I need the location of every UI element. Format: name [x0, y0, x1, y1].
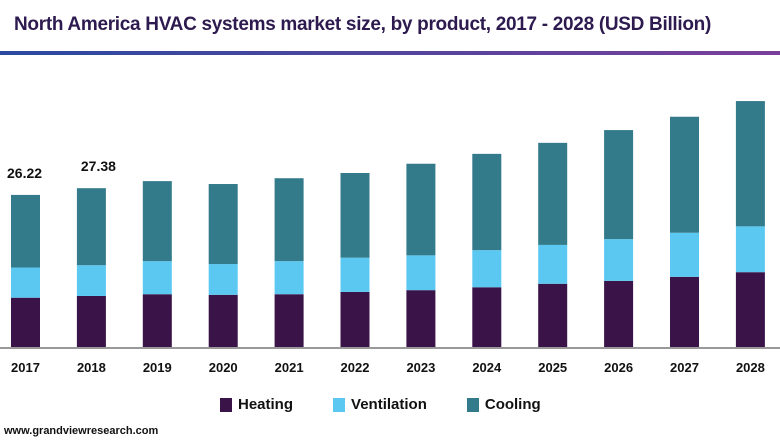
x-tick-label: 2020 — [209, 360, 238, 375]
bar-heating-2021 — [274, 294, 304, 347]
data-label: 26.22 — [7, 165, 42, 181]
x-tick-label: 2018 — [77, 360, 106, 375]
legend-label: Ventilation — [351, 396, 427, 413]
bar-ventilation-2023 — [406, 255, 436, 291]
x-tick-label: 2021 — [275, 360, 304, 375]
bar-heating-2022 — [340, 291, 370, 347]
title-divider — [0, 51, 780, 55]
chart-title: North America HVAC systems market size, … — [14, 14, 712, 35]
bar-ventilation-2026 — [604, 239, 634, 281]
bar-cooling-2023 — [406, 163, 436, 256]
bar-heating-2018 — [76, 295, 106, 347]
bar-heating-2028 — [735, 272, 765, 347]
bar-cooling-2019 — [142, 181, 172, 262]
x-tick-label: 2026 — [604, 360, 633, 375]
x-tick-label: 2022 — [341, 360, 370, 375]
x-tick-label: 2023 — [406, 360, 435, 375]
legend: Heating Ventilation Cooling — [220, 396, 541, 413]
legend-item-cooling: Cooling — [466, 396, 541, 413]
bar-cooling-2017 — [11, 194, 40, 268]
bar-cooling-2024 — [472, 153, 502, 251]
bar-heating-2026 — [604, 280, 634, 347]
data-label: 27.38 — [81, 158, 116, 174]
bar-ventilation-2020 — [208, 264, 238, 295]
bar-cooling-2028 — [735, 101, 765, 227]
x-tick-label: 2027 — [670, 360, 699, 375]
bar-heating-2027 — [670, 276, 699, 347]
bar-cooling-2022 — [340, 173, 370, 258]
bar-ventilation-2025 — [538, 244, 568, 284]
legend-swatch-cooling — [466, 397, 479, 412]
x-tick-label: 2025 — [538, 360, 567, 375]
bar-ventilation-2027 — [670, 232, 699, 277]
x-tick-label: 2024 — [472, 360, 502, 375]
bar-cooling-2021 — [274, 178, 304, 262]
legend-label: Heating — [238, 396, 294, 413]
bar-heating-2017 — [11, 297, 40, 347]
x-tick-label: 2019 — [143, 360, 172, 375]
bar-ventilation-2018 — [76, 265, 106, 296]
bar-heating-2024 — [472, 287, 502, 347]
bar-cooling-2027 — [670, 116, 699, 233]
legend-swatch-ventilation — [333, 397, 346, 412]
legend-label: Cooling — [484, 396, 541, 413]
legend-item-heating: Heating — [220, 396, 293, 413]
bar-ventilation-2019 — [142, 261, 172, 295]
x-tick-label: 2017 — [11, 360, 40, 375]
bar-ventilation-2017 — [11, 267, 40, 298]
legend-item-ventilation: Ventilation — [333, 396, 427, 413]
bar-heating-2020 — [208, 294, 238, 347]
x-tick-label: 2028 — [736, 360, 765, 375]
bar-cooling-2025 — [538, 142, 568, 245]
bar-heating-2023 — [406, 290, 436, 347]
bar-ventilation-2022 — [340, 257, 370, 292]
bar-ventilation-2028 — [735, 226, 765, 273]
bar-cooling-2018 — [76, 188, 106, 266]
bar-ventilation-2021 — [274, 261, 304, 295]
bar-heating-2019 — [142, 294, 172, 347]
bar-heating-2025 — [538, 283, 568, 347]
source-text: www.grandviewresearch.com — [4, 425, 159, 437]
bar-cooling-2026 — [604, 130, 634, 240]
legend-swatch-heating — [220, 397, 232, 412]
bar-ventilation-2024 — [472, 250, 502, 288]
bar-cooling-2020 — [208, 184, 238, 265]
